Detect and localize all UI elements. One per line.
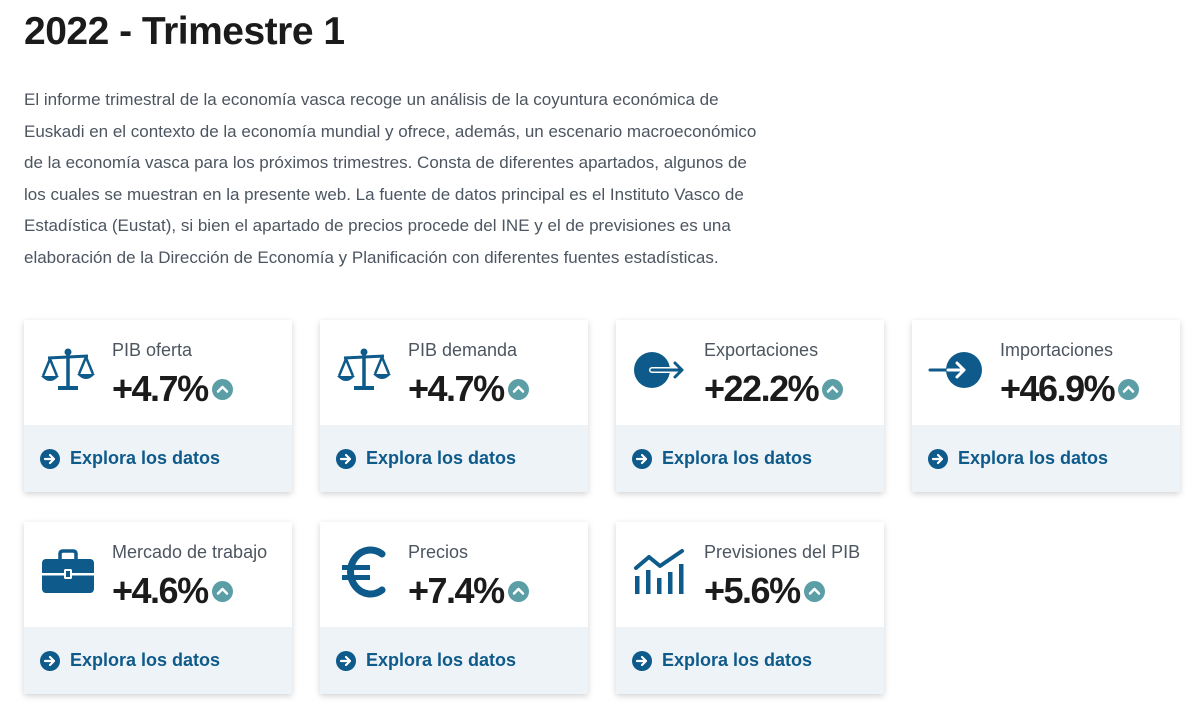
- card-label: PIB oferta: [112, 340, 193, 360]
- page-title: 2022 - Trimestre 1: [24, 10, 345, 53]
- explore-data-link[interactable]: Explora los datos: [912, 425, 1180, 492]
- explore-data-link[interactable]: Explora los datos: [320, 627, 588, 694]
- explore-data-label: Explora los datos: [70, 448, 221, 468]
- intro-paragraph: El informe trimestral de la economía vas…: [24, 90, 757, 267]
- chart-growth-icon: [632, 544, 688, 600]
- explore-data-link[interactable]: Explora los datos: [616, 425, 884, 492]
- card-value: +4.7%: [112, 368, 209, 409]
- card-pib-oferta: PIB oferta +4.7% Explora los datos: [24, 320, 292, 492]
- card-label: Exportaciones: [704, 340, 819, 360]
- card-label: Importaciones: [1000, 340, 1114, 360]
- trend-up-icon: [1118, 378, 1140, 400]
- trend-up-icon: [803, 580, 825, 602]
- explore-data-label: Explora los datos: [662, 650, 813, 670]
- card-value: +7.4%: [408, 570, 505, 611]
- trend-up-icon: [211, 378, 233, 400]
- export-icon: [632, 342, 688, 398]
- card-label: PIB demanda: [408, 340, 518, 360]
- arrow-right-circle-icon: [928, 448, 948, 469]
- card-importaciones: Importaciones +46.9% Explora los datos: [912, 320, 1180, 492]
- card-value: +22.2%: [704, 368, 820, 409]
- explore-data-link[interactable]: Explora los datos: [24, 627, 292, 694]
- card-label: Previsiones del PIB: [704, 542, 861, 562]
- card-precios: Precios +7.4% Explora los datos: [320, 522, 588, 694]
- arrow-right-circle-icon: [336, 650, 356, 671]
- explore-data-link[interactable]: Explora los datos: [24, 425, 292, 492]
- card-exportaciones: Exportaciones +22.2% Explora los datos: [616, 320, 884, 492]
- explore-data-link[interactable]: Explora los datos: [320, 425, 588, 492]
- explore-data-label: Explora los datos: [958, 448, 1109, 468]
- card-pib-demanda: PIB demanda +4.7% Explora los datos: [320, 320, 588, 492]
- explore-data-label: Explora los datos: [366, 448, 517, 468]
- trend-up-icon: [822, 378, 844, 400]
- card-value: +4.7%: [408, 368, 505, 409]
- trend-up-icon: [507, 378, 529, 400]
- arrow-right-circle-icon: [40, 448, 60, 469]
- arrow-right-circle-icon: [632, 448, 652, 469]
- arrow-right-circle-icon: [40, 650, 60, 671]
- card-value: +4.6%: [112, 570, 209, 611]
- explore-data-label: Explora los datos: [70, 650, 221, 670]
- explore-data-link[interactable]: Explora los datos: [616, 627, 884, 694]
- briefcase-icon: [40, 544, 96, 600]
- card-label: Precios: [408, 542, 469, 562]
- explore-data-label: Explora los datos: [662, 448, 813, 468]
- explore-data-label: Explora los datos: [366, 650, 517, 670]
- card-label: Mercado de trabajo: [112, 542, 268, 562]
- card-mercado-de-trabajo: Mercado de trabajo +4.6% Explora los dat…: [24, 522, 292, 694]
- euro-icon: [336, 544, 392, 600]
- scale-icon: [336, 342, 392, 398]
- card-value: +5.6%: [704, 570, 801, 611]
- arrow-right-circle-icon: [632, 650, 652, 671]
- import-icon: [928, 342, 984, 398]
- arrow-right-circle-icon: [336, 448, 356, 469]
- card-previsiones-del-pib: Previsiones del PIB +5.6% Explora los da…: [616, 522, 884, 694]
- card-value: +46.9%: [1000, 368, 1116, 409]
- trend-up-icon: [211, 580, 233, 602]
- trend-up-icon: [507, 580, 529, 602]
- scale-icon: [40, 342, 96, 398]
